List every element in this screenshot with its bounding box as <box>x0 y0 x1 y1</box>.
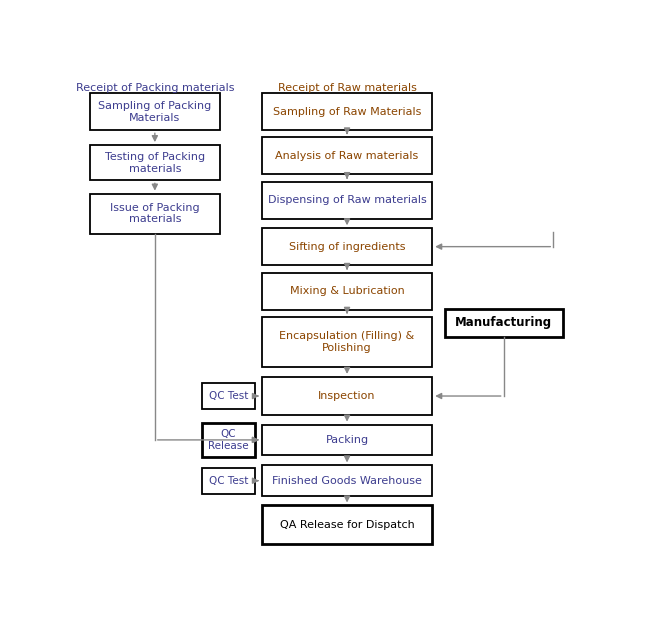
Bar <box>262 425 432 455</box>
Bar <box>262 228 432 265</box>
Text: Receipt of Raw materials: Receipt of Raw materials <box>277 83 417 93</box>
Bar <box>202 468 255 494</box>
Text: QC Test: QC Test <box>209 476 248 486</box>
Text: QA Release for Dispatch: QA Release for Dispatch <box>279 520 415 530</box>
Bar <box>262 137 432 174</box>
Text: Manufacturing: Manufacturing <box>455 316 552 329</box>
Text: Sampling of Packing
Materials: Sampling of Packing Materials <box>98 101 211 123</box>
Text: Encapsulation (Filling) &
Polishing: Encapsulation (Filling) & Polishing <box>279 331 415 352</box>
Text: Sampling of Raw Materials: Sampling of Raw Materials <box>273 107 421 117</box>
Bar <box>262 93 432 130</box>
Bar <box>90 193 220 234</box>
Text: Finished Goods Warehouse: Finished Goods Warehouse <box>272 476 422 486</box>
Text: Packing: Packing <box>325 435 369 445</box>
Text: Receipt of Packing materials: Receipt of Packing materials <box>75 83 234 93</box>
Text: Dispensing of Raw materials: Dispensing of Raw materials <box>268 195 426 205</box>
Bar <box>202 383 255 409</box>
Bar <box>262 465 432 496</box>
Bar <box>262 316 432 366</box>
Text: Sifting of ingredients: Sifting of ingredients <box>289 242 405 252</box>
Text: QC Test: QC Test <box>209 391 248 401</box>
Bar <box>202 423 255 457</box>
Bar <box>445 309 562 337</box>
Bar <box>90 93 220 130</box>
Bar <box>90 145 220 180</box>
Bar <box>262 273 432 310</box>
Text: QC
Release: QC Release <box>208 429 249 451</box>
Bar <box>262 182 432 219</box>
Bar <box>262 506 432 544</box>
Text: Analysis of Raw materials: Analysis of Raw materials <box>276 151 419 161</box>
Text: Mixing & Lubrication: Mixing & Lubrication <box>290 286 405 296</box>
Bar <box>262 377 432 415</box>
Text: Inspection: Inspection <box>318 391 376 401</box>
Text: Issue of Packing
materials: Issue of Packing materials <box>110 203 199 224</box>
Text: Testing of Packing
materials: Testing of Packing materials <box>105 152 205 174</box>
